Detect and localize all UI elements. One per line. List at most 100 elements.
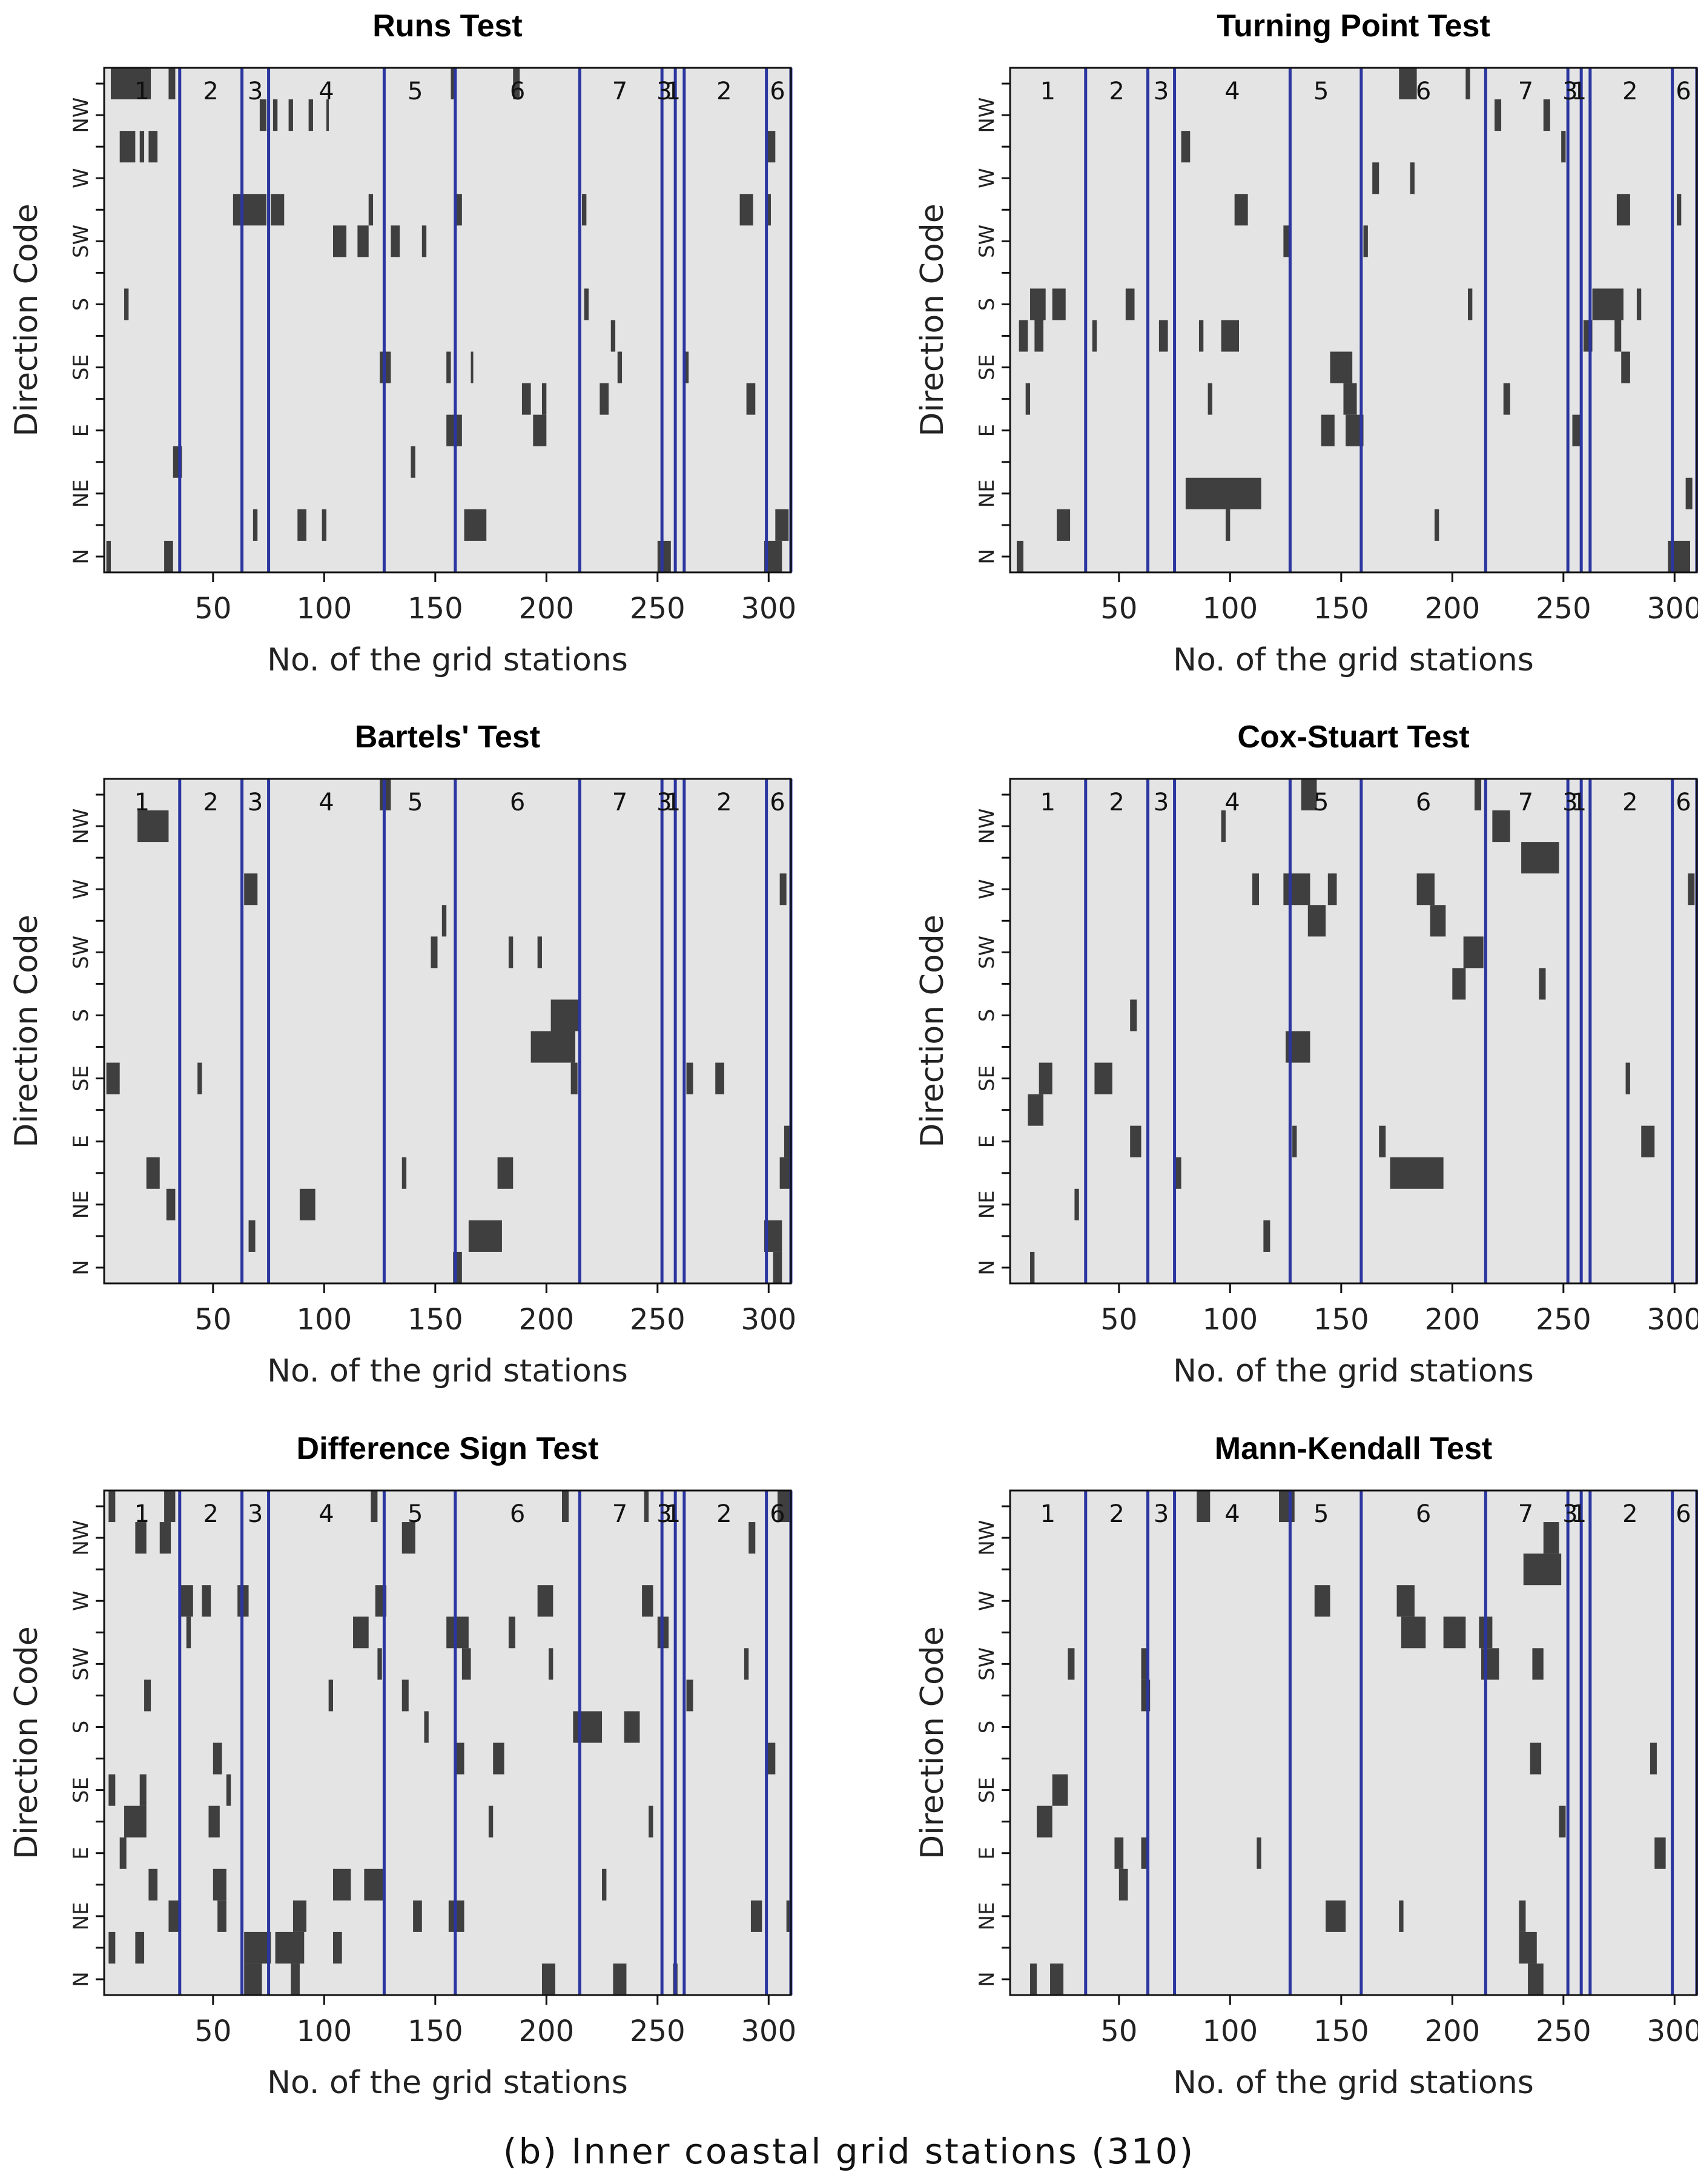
heat-cell bbox=[584, 288, 589, 320]
heat-cell bbox=[124, 288, 129, 320]
heat-cell bbox=[208, 1805, 220, 1838]
heat-cell bbox=[766, 194, 771, 226]
heat-cell bbox=[750, 1900, 762, 1932]
group-label: 1 bbox=[1571, 1500, 1587, 1528]
heat-cell bbox=[1676, 194, 1682, 226]
heat-cell bbox=[421, 225, 427, 257]
group-label: 1 bbox=[1040, 789, 1055, 816]
heat-cell bbox=[1688, 873, 1695, 905]
heat-cell bbox=[570, 1062, 578, 1094]
panel-title: Turning Point Test bbox=[1217, 8, 1490, 44]
x-tick-label: 150 bbox=[408, 592, 463, 626]
group-label: 6 bbox=[1676, 789, 1691, 816]
heat-cell bbox=[371, 1491, 378, 1523]
heat-cell bbox=[1650, 1742, 1657, 1775]
group-label: 1 bbox=[666, 789, 681, 816]
heat-cell bbox=[513, 68, 520, 100]
heat-cell bbox=[508, 1616, 515, 1649]
heat-cell bbox=[124, 1805, 147, 1838]
group-label: 4 bbox=[319, 789, 334, 816]
panel-title: Cox-Stuart Test bbox=[1237, 720, 1469, 755]
x-tick-label: 300 bbox=[1647, 1303, 1698, 1337]
heat-cell bbox=[333, 1931, 342, 1964]
heat-cell bbox=[119, 131, 136, 163]
x-axis-label: No. of the grid stations bbox=[267, 642, 628, 678]
plot-frame bbox=[1009, 1489, 1698, 1996]
heat-cell bbox=[244, 873, 258, 905]
heat-cell bbox=[1130, 999, 1137, 1031]
panel-title: Runs Test bbox=[372, 8, 523, 44]
group-label: 5 bbox=[408, 78, 423, 105]
x-tick-label: 50 bbox=[1100, 592, 1137, 626]
heat-cell bbox=[1314, 1585, 1330, 1617]
plot-frame bbox=[103, 778, 792, 1285]
heat-cell bbox=[684, 351, 689, 383]
heat-cell bbox=[748, 1522, 756, 1554]
heat-cell bbox=[226, 1774, 231, 1806]
panel-title: Difference Sign Test bbox=[297, 1431, 599, 1466]
heat-cell bbox=[1592, 288, 1624, 320]
group-label: 1 bbox=[666, 78, 681, 105]
heat-cell bbox=[1625, 1062, 1630, 1094]
x-tick-label: 50 bbox=[1100, 2014, 1137, 2048]
x-axis-label: No. of the grid stations bbox=[267, 1353, 628, 1389]
group-label: 2 bbox=[716, 1500, 732, 1528]
heat-cell bbox=[108, 1774, 116, 1806]
heat-cell bbox=[649, 1805, 653, 1838]
heat-cell bbox=[537, 1585, 553, 1617]
heat-cell bbox=[441, 905, 447, 937]
y-tick-label: S bbox=[69, 298, 93, 311]
heat-cell bbox=[1616, 194, 1630, 226]
y-axis-label: Direction Code bbox=[8, 204, 45, 437]
x-tick-label: 150 bbox=[408, 1303, 463, 1337]
heat-cell bbox=[624, 1711, 640, 1743]
heat-cell bbox=[146, 1157, 160, 1189]
y-tick-label: SE bbox=[69, 1777, 93, 1803]
group-label: 2 bbox=[1622, 78, 1637, 105]
y-axis-label: Direction Code bbox=[8, 915, 45, 1148]
heat-cell bbox=[686, 1679, 693, 1712]
heat-cell bbox=[1068, 1648, 1075, 1680]
heat-cell bbox=[1221, 810, 1226, 842]
heat-cell bbox=[1399, 68, 1417, 100]
group-label: 5 bbox=[1313, 789, 1329, 816]
heat-cell bbox=[600, 383, 609, 415]
y-tick-label: NW bbox=[975, 1520, 999, 1556]
y-tick-label: NW bbox=[69, 1520, 93, 1556]
heat-cell bbox=[244, 1963, 262, 1995]
heat-cell bbox=[784, 1125, 791, 1157]
heat-cell bbox=[1434, 509, 1439, 541]
heat-cell bbox=[1074, 1188, 1079, 1220]
x-tick-label: 200 bbox=[1424, 2014, 1480, 2048]
heat-cell bbox=[1234, 194, 1248, 226]
group-label: 4 bbox=[319, 1500, 334, 1528]
heat-cell bbox=[562, 1491, 569, 1523]
y-tick-label: W bbox=[69, 168, 93, 188]
y-tick-label: W bbox=[975, 879, 999, 899]
heat-cell bbox=[326, 99, 329, 131]
heat-cell bbox=[106, 1062, 120, 1094]
heat-cell bbox=[1141, 1648, 1148, 1680]
x-tick-label: 200 bbox=[1424, 1303, 1480, 1337]
heat-cell bbox=[168, 1900, 180, 1932]
group-label: 3 bbox=[656, 789, 672, 816]
heat-cell bbox=[137, 810, 169, 842]
heat-cell bbox=[1114, 1837, 1124, 1869]
heat-cell bbox=[411, 446, 415, 478]
heat-cell bbox=[108, 1491, 116, 1523]
group-label: 3 bbox=[1154, 78, 1169, 105]
y-tick-label: NE bbox=[975, 1902, 999, 1930]
heat-cell bbox=[1530, 1742, 1542, 1775]
group-label: 3 bbox=[1562, 1500, 1577, 1528]
x-axis-label: No. of the grid stations bbox=[1173, 1353, 1534, 1389]
y-tick-label: SW bbox=[69, 936, 93, 969]
group-label: 4 bbox=[1224, 1500, 1240, 1528]
heat-cell bbox=[148, 131, 158, 163]
heat-cell bbox=[244, 1931, 271, 1964]
x-tick-label: 250 bbox=[1536, 1303, 1591, 1337]
heat-cell bbox=[548, 1648, 553, 1680]
group-label: 2 bbox=[1622, 1500, 1637, 1528]
heat-cell bbox=[779, 873, 787, 905]
